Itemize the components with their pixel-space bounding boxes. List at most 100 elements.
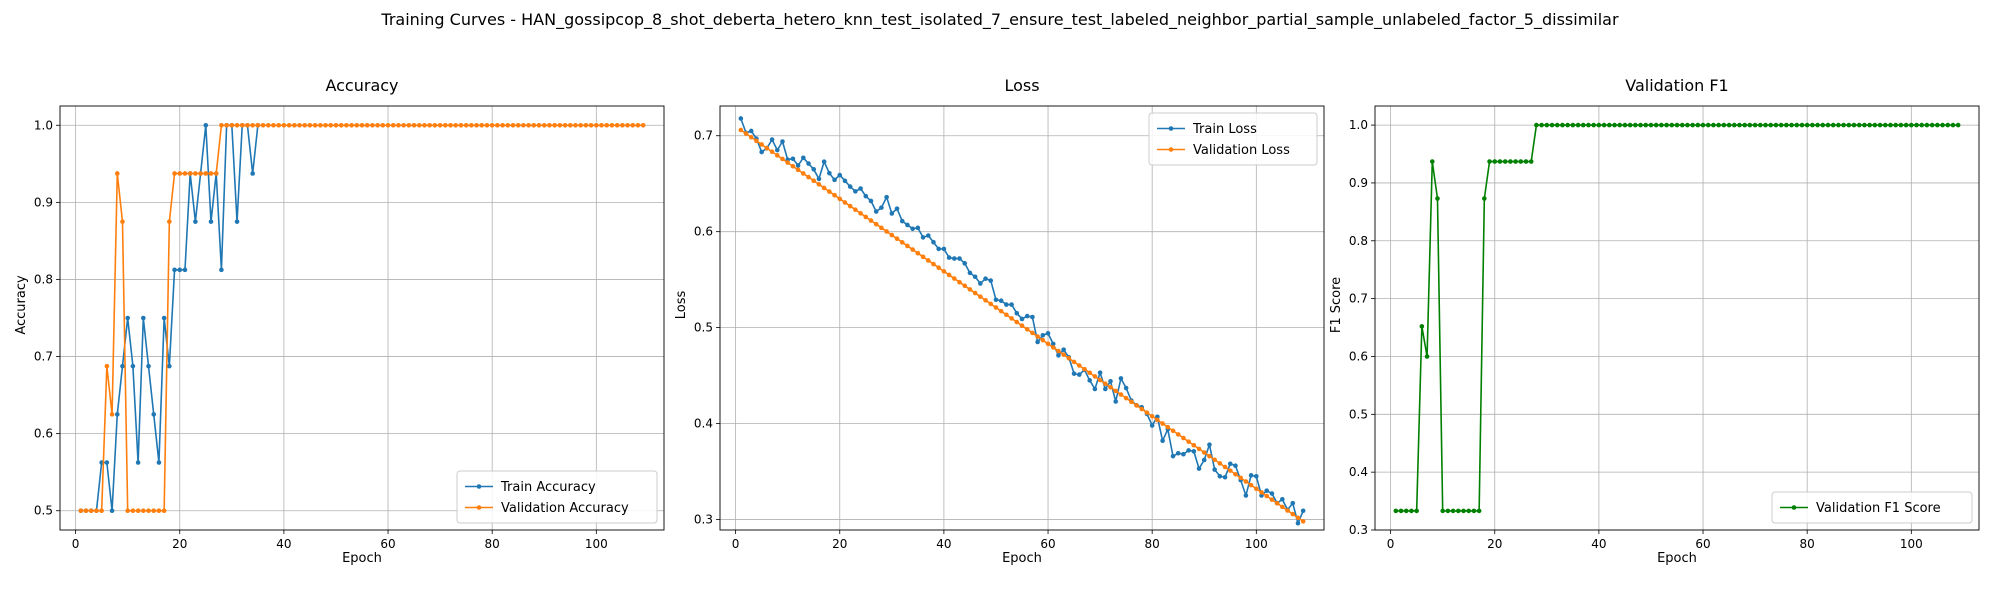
validation-f1-score-point	[1508, 159, 1513, 164]
train-loss-point	[795, 163, 801, 168]
figure-suptitle: Training Curves - HAN_gossipcop_8_shot_d…	[380, 10, 1619, 30]
validation-accuracy-point	[515, 122, 521, 128]
validation-loss-point	[967, 287, 973, 292]
validation-f1-score-point	[1903, 122, 1909, 128]
validation-accuracy-point	[640, 122, 646, 128]
validation-f1-score-point	[1471, 508, 1477, 514]
loss-y-tick-label: 0.3	[694, 512, 713, 526]
validation-loss-point	[1201, 450, 1207, 455]
validation-f1-score-point	[1935, 122, 1940, 128]
validation-f1-score-point	[1820, 122, 1826, 128]
accuracy-y-tick-label: 0.7	[34, 350, 53, 364]
validation-accuracy-point	[567, 122, 573, 128]
train-loss-point	[1212, 467, 1217, 472]
validation-loss-point	[1264, 493, 1270, 499]
loss-plot-frame	[719, 105, 1325, 531]
train-loss-point	[1300, 508, 1306, 514]
validation-accuracy-point	[338, 122, 344, 128]
loss-chart-title: Loss	[1004, 76, 1039, 95]
validation-accuracy-point	[88, 508, 94, 514]
accuracy-y-tick-label: 0.9	[34, 195, 53, 209]
validation-f1-score-point	[1695, 122, 1701, 128]
validation-accuracy-point	[271, 122, 276, 128]
train-accuracy-legend-label: Train Accuracy	[500, 480, 596, 495]
validation-f1-score-point	[1726, 122, 1732, 128]
validation-f1-y-tick-label: 0.5	[1349, 407, 1368, 421]
validation-loss-point	[821, 185, 827, 191]
train-loss-point	[748, 128, 754, 134]
validation-accuracy-point	[578, 122, 583, 128]
validation-accuracy-point	[557, 122, 563, 128]
validation-accuracy-point	[354, 122, 360, 128]
train-loss-point	[1175, 450, 1181, 456]
train-loss-point	[1290, 500, 1296, 506]
train-accuracy-point	[151, 412, 157, 417]
accuracy-y-axis-label: Accuracy	[14, 275, 29, 335]
validation-f1-x-tick-label: 20	[1487, 537, 1502, 551]
validation-accuracy-point	[344, 122, 349, 128]
validation-loss-point	[1175, 432, 1181, 437]
validation-accuracy-point	[547, 122, 552, 128]
validation-accuracy-point	[552, 122, 557, 128]
validation-f1-score-point	[1403, 508, 1409, 514]
validation-accuracy-point	[541, 122, 547, 128]
train-loss-point	[1092, 386, 1098, 392]
validation-f1-score-point	[1877, 122, 1883, 128]
validation-f1-score-point	[1742, 122, 1747, 128]
train-loss-point	[769, 137, 775, 142]
validation-loss-point	[1290, 511, 1296, 517]
validation-f1-x-tick-label: 100	[1900, 537, 1923, 551]
train-loss-point	[806, 161, 811, 166]
train-accuracy-line	[80, 124, 259, 512]
validation-f1-score-point	[1622, 122, 1628, 128]
validation-accuracy-point	[146, 508, 151, 514]
train-loss-point	[910, 226, 915, 232]
validation-f1-score-legend-label: Validation F1 Score	[1816, 501, 1941, 516]
validation-accuracy-point	[125, 508, 130, 514]
train-loss-point	[993, 297, 999, 303]
train-accuracy-point	[109, 508, 115, 514]
validation-accuracy-point	[443, 122, 448, 128]
train-loss-point	[1160, 438, 1165, 444]
train-loss-point	[816, 176, 822, 182]
train-loss-point	[1222, 474, 1228, 480]
train-accuracy-point	[130, 363, 136, 369]
validation-accuracy-point	[510, 122, 516, 128]
validation-loss-point	[868, 218, 874, 223]
validation-loss-point	[889, 232, 895, 238]
validation-accuracy-point	[114, 171, 120, 176]
validation-accuracy-point	[99, 508, 104, 514]
validation-f1-score-point	[1893, 122, 1898, 128]
train-loss-point	[1009, 302, 1014, 307]
train-loss-point	[1191, 449, 1197, 454]
train-loss-point	[1181, 451, 1186, 457]
validation-f1-score-point	[1429, 159, 1435, 164]
train-loss-point	[915, 225, 921, 231]
validation-loss-point	[1129, 399, 1134, 405]
validation-loss-point	[738, 127, 744, 133]
validation-f1-score-point	[1528, 159, 1534, 164]
validation-accuracy-point	[495, 122, 500, 128]
validation-accuracy-point	[411, 122, 417, 128]
validation-f1-score-point	[1856, 122, 1862, 128]
validation-loss-point	[1009, 316, 1014, 321]
validation-loss-point	[1217, 461, 1223, 466]
validation-f1-score-point	[1810, 122, 1815, 128]
train-accuracy-point	[167, 363, 172, 369]
validation-f1-score-point	[1836, 122, 1841, 128]
validation-accuracy-point	[469, 122, 474, 128]
train-loss-point	[774, 147, 780, 153]
validation-loss-point	[972, 290, 978, 296]
validation-f1-score-point	[1924, 122, 1930, 128]
train-loss-point	[759, 149, 764, 155]
validation-accuracy-point	[390, 122, 396, 128]
validation-accuracy-point	[177, 171, 183, 176]
validation-f1-score-point	[1752, 122, 1758, 128]
validation-loss-point	[1071, 359, 1077, 365]
validation-loss-point	[1040, 337, 1046, 343]
validation-accuracy-point	[432, 122, 438, 128]
validation-loss-point	[790, 163, 796, 169]
validation-accuracy-point	[583, 122, 589, 128]
validation-loss-point	[988, 301, 994, 307]
validation-f1-legend: Validation F1 Score	[1771, 491, 1973, 524]
